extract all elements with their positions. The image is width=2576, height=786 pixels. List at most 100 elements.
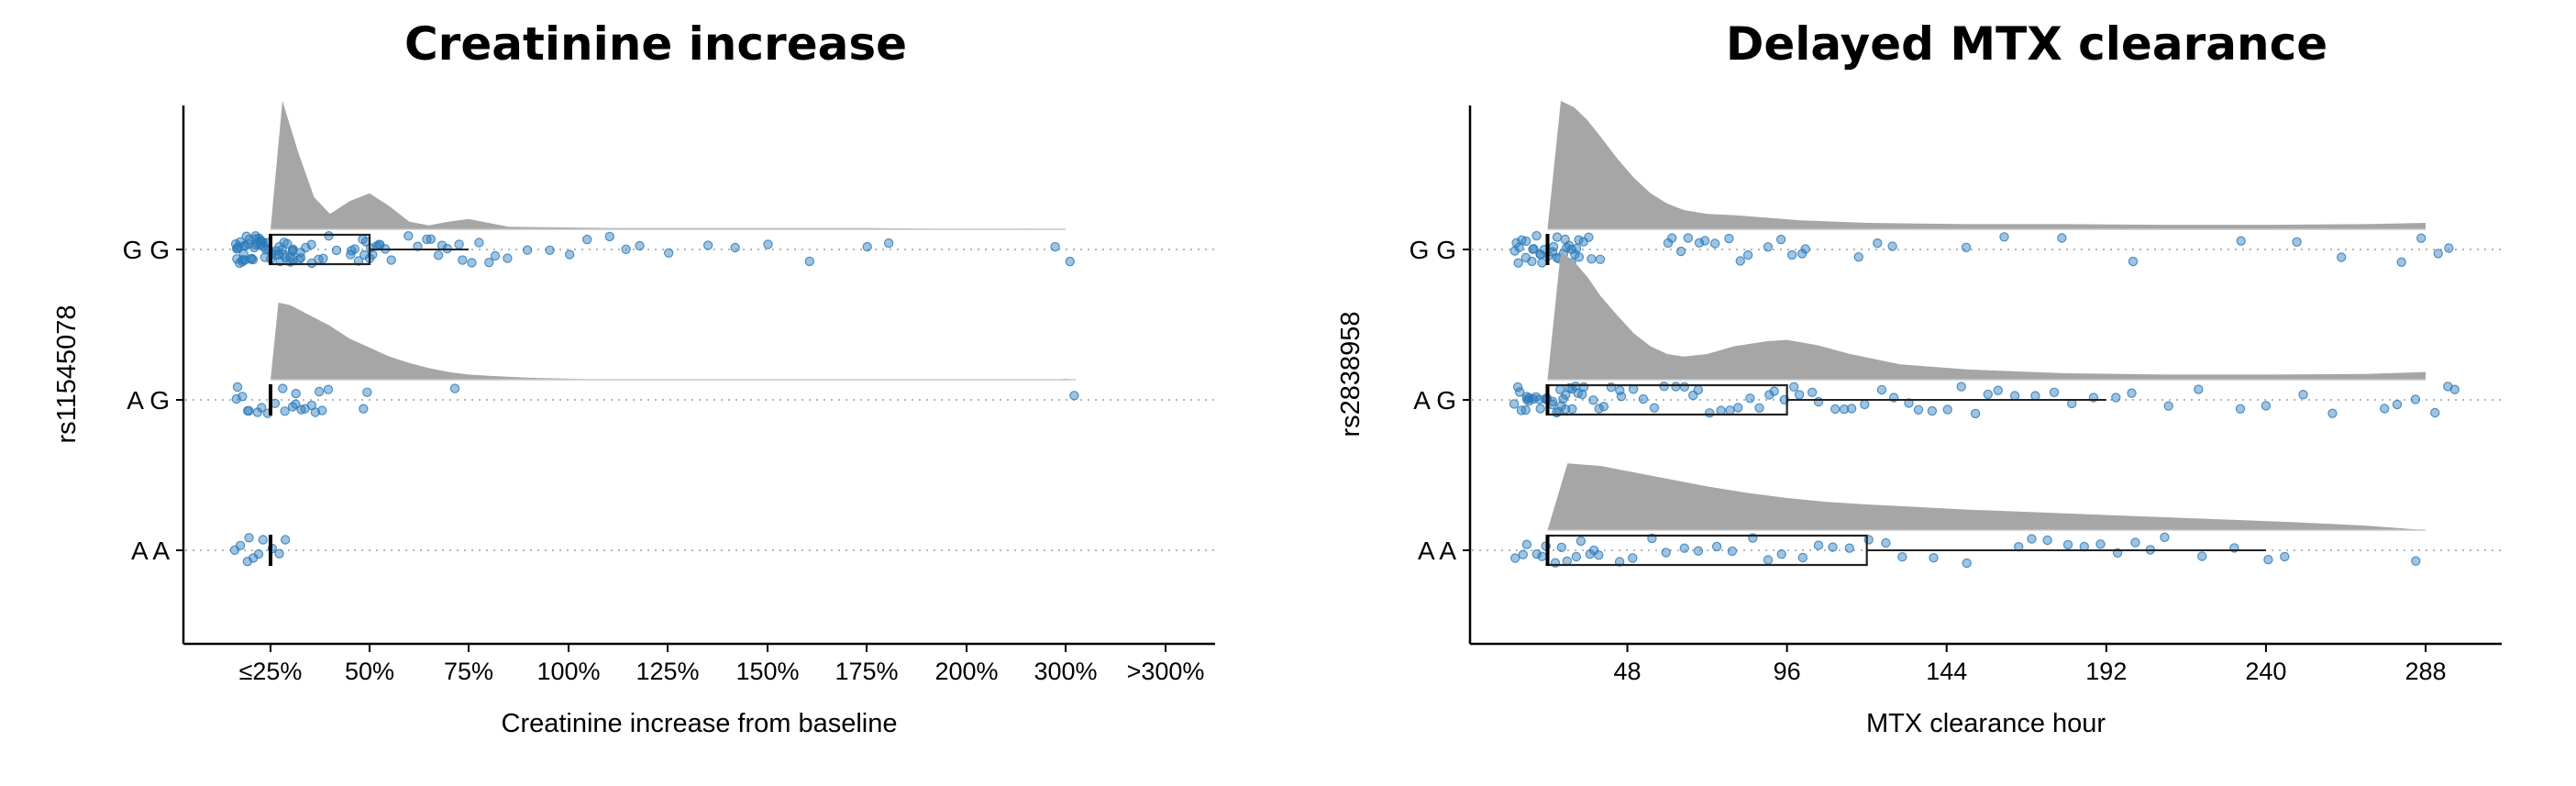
- data-point: [2396, 257, 2406, 267]
- data-point: [1962, 558, 1972, 569]
- data-point: [1661, 548, 1671, 558]
- data-point: [1537, 258, 1547, 268]
- data-point: [1763, 242, 1774, 252]
- data-point: [1065, 256, 1076, 267]
- data-point: [278, 383, 288, 393]
- data-point: [1725, 405, 1735, 415]
- data-point: [1813, 540, 1824, 550]
- y-tick-label: A G: [1413, 386, 1456, 415]
- data-point: [474, 238, 484, 248]
- data-point: [291, 399, 301, 409]
- x-tick-label: 192: [2085, 658, 2127, 685]
- x-tick-label: 288: [2405, 658, 2446, 685]
- data-point: [2163, 401, 2173, 411]
- data-point: [1786, 249, 1797, 260]
- data-point: [2292, 237, 2302, 247]
- data-point: [1509, 399, 1520, 409]
- data-point: [1704, 408, 1715, 418]
- data-point: [522, 245, 533, 255]
- data-point: [1595, 254, 1606, 264]
- data-point: [1571, 243, 1582, 254]
- group-aa: A A: [131, 533, 291, 567]
- data-point: [503, 253, 513, 263]
- data-point: [324, 231, 334, 241]
- data-point: [1828, 542, 1838, 552]
- data-point: [2379, 404, 2390, 414]
- data-point: [1807, 387, 1818, 397]
- data-point: [1614, 557, 1625, 567]
- data-point: [1561, 243, 1572, 253]
- data-point: [454, 239, 464, 249]
- data-point: [2196, 551, 2207, 561]
- data-point: [246, 254, 256, 264]
- data-point: [1518, 549, 1529, 559]
- data-point: [2062, 539, 2073, 550]
- x-tick-label: ≤25%: [239, 658, 303, 685]
- data-point: [1961, 242, 1972, 252]
- group-ag: A G: [1413, 251, 2460, 419]
- data-point: [2194, 384, 2204, 394]
- data-point: [1709, 238, 1720, 249]
- data-point: [1797, 552, 1808, 563]
- data-point: [426, 234, 437, 244]
- x-tick-label: 300%: [1034, 658, 1097, 685]
- x-tick-label: 75%: [444, 658, 493, 685]
- data-point: [1531, 548, 1542, 559]
- chart-title: Delayed MTX clearance: [1726, 17, 2327, 71]
- data-point: [280, 406, 290, 416]
- data-point: [1521, 539, 1532, 549]
- data-point: [1556, 542, 1567, 553]
- x-tick-label: 100%: [536, 658, 600, 685]
- data-point: [449, 383, 460, 393]
- data-point: [2444, 243, 2454, 253]
- data-point: [1520, 404, 1531, 415]
- data-point: [1666, 233, 1677, 243]
- data-point: [2049, 387, 2060, 397]
- data-point: [1694, 238, 1705, 248]
- data-point: [1659, 382, 1669, 392]
- data-point: [730, 242, 740, 253]
- data-point: [2111, 393, 2121, 403]
- data-point: [1733, 403, 1743, 413]
- density-cloud: [271, 101, 1066, 229]
- data-point: [331, 245, 342, 256]
- x-tick-label: 240: [2245, 658, 2286, 685]
- data-point: [1763, 555, 1774, 565]
- data-point: [467, 258, 477, 268]
- data-point: [1552, 232, 1563, 242]
- data-point: [242, 405, 253, 416]
- data-point: [1683, 233, 1694, 243]
- data-point: [1531, 392, 1542, 402]
- data-point: [1897, 552, 1907, 562]
- data-point: [1956, 382, 1966, 392]
- data-point: [1509, 553, 1520, 563]
- data-point: [2160, 532, 2170, 543]
- data-point: [1887, 241, 1897, 251]
- y-tick-label: G G: [1410, 236, 1456, 264]
- data-point: [1517, 235, 1527, 245]
- data-point: [582, 234, 592, 245]
- data-point: [1904, 398, 1914, 408]
- data-point: [1754, 403, 1764, 413]
- data-point: [1679, 543, 1690, 553]
- data-point: [1069, 391, 1079, 401]
- data-point: [1628, 553, 1638, 563]
- data-point: [2261, 401, 2272, 411]
- data-point: [862, 241, 872, 252]
- x-axis-title: Creatinine increase from baseline: [502, 709, 898, 738]
- data-point: [323, 384, 334, 394]
- data-point: [314, 254, 324, 264]
- x-tick-label: 96: [1774, 658, 1801, 685]
- data-point: [250, 231, 260, 241]
- data-point: [1571, 551, 1582, 562]
- data-point: [1727, 546, 1738, 557]
- data-point: [295, 252, 306, 263]
- y-tick-label: A A: [1418, 537, 1456, 565]
- data-point: [2057, 233, 2067, 243]
- data-point: [235, 540, 246, 551]
- data-point: [1863, 535, 1874, 545]
- data-point: [484, 258, 494, 268]
- data-point: [1588, 395, 1598, 405]
- data-point: [1846, 404, 1857, 414]
- data-point: [1913, 404, 1924, 415]
